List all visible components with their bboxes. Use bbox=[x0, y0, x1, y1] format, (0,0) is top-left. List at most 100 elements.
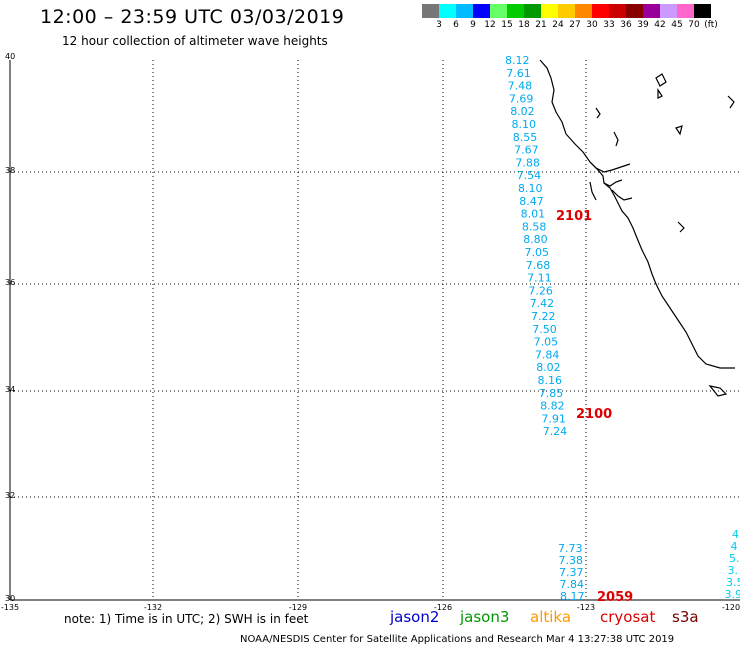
wave-height-label: 8.80 bbox=[523, 233, 548, 246]
coastline bbox=[539, 59, 735, 397]
color-swatch bbox=[609, 4, 626, 18]
color-swatch bbox=[660, 4, 677, 18]
lat-label: 32 bbox=[5, 491, 16, 500]
wave-height-label: 8.55 bbox=[513, 131, 538, 144]
color-scale-label: 39 bbox=[637, 20, 649, 30]
legend-altika: altika bbox=[530, 608, 572, 626]
color-swatch bbox=[507, 4, 524, 18]
map-frame bbox=[9, 60, 740, 601]
color-scale-label: (ft) bbox=[704, 20, 718, 30]
legend-jason3: jason3 bbox=[460, 608, 510, 626]
color-scale-label: 45 bbox=[671, 20, 683, 30]
color-scale-label: 6 bbox=[453, 20, 459, 30]
color-scale-label: 33 bbox=[603, 20, 615, 30]
lon-label: -120 bbox=[721, 603, 740, 612]
wave-height-label: 7.24 bbox=[543, 425, 568, 438]
wave-height-label: 7.84 bbox=[535, 348, 560, 361]
wave-height-label: 7.69 bbox=[509, 92, 534, 105]
wave-height-label: 8.82 bbox=[540, 400, 565, 413]
color-swatch bbox=[694, 4, 711, 18]
wave-height-label: 7.48 bbox=[508, 80, 532, 93]
wave-height-label: 8.02 bbox=[510, 105, 535, 118]
color-scale-label: 42 bbox=[654, 20, 666, 30]
color-swatch bbox=[626, 4, 643, 18]
color-scale-label: 24 bbox=[552, 20, 564, 30]
color-scale-label: 21 bbox=[535, 20, 547, 30]
wave-height-label: 3. bbox=[728, 564, 739, 577]
wave-height-label: 8.58 bbox=[522, 220, 547, 233]
satellite-track-2: 7.737.387.377.848.17 bbox=[558, 542, 585, 603]
wave-height-label: 8.01 bbox=[521, 208, 546, 221]
lon-label: -129 bbox=[288, 603, 308, 612]
wave-height-label: 4 bbox=[732, 528, 739, 541]
wave-height-label: 7.91 bbox=[541, 412, 566, 425]
color-swatch bbox=[422, 4, 439, 18]
color-swatch bbox=[643, 4, 660, 18]
color-swatch bbox=[439, 4, 456, 18]
wave-height-label: 7.61 bbox=[506, 67, 531, 80]
color-swatch bbox=[575, 4, 592, 18]
chart-subtitle: 12 hour collection of altimeter wave hei… bbox=[62, 34, 328, 48]
lat-label: 34 bbox=[5, 385, 16, 394]
satellite-track-1: 8.127.617.487.698.02 8.10 8.557.677.887.54… bbox=[505, 54, 567, 438]
wave-height-label: 4 bbox=[731, 540, 738, 553]
color-scale-label: 18 bbox=[518, 20, 530, 30]
wave-height-label: 7.37 bbox=[559, 566, 584, 579]
color-swatch bbox=[473, 4, 490, 18]
wave-height-label: 7.38 bbox=[559, 554, 584, 567]
lon-label: -132 bbox=[143, 603, 163, 612]
wave-height-label: 3.5 bbox=[726, 576, 740, 589]
lat-label: 30 bbox=[5, 594, 16, 603]
lat-label: 36 bbox=[5, 278, 16, 287]
lon-label: -126 bbox=[433, 603, 453, 612]
color-scale-label: 27 bbox=[569, 20, 581, 30]
color-swatch bbox=[490, 4, 507, 18]
wave-height-label: 7.84 bbox=[560, 578, 585, 591]
color-scale-label: 36 bbox=[620, 20, 632, 30]
color-swatch bbox=[677, 4, 694, 18]
lon-label: -135 bbox=[0, 603, 20, 612]
color-scale-label: 30 bbox=[586, 20, 598, 30]
color-scale bbox=[422, 4, 711, 18]
wave-height-label: 7.73 bbox=[558, 542, 583, 555]
lat-label: 38 bbox=[5, 166, 16, 175]
wave-height-label: 7.67 bbox=[514, 144, 539, 157]
legend-jason2: jason2 bbox=[390, 608, 440, 626]
wave-height-label: 7.22 bbox=[531, 310, 556, 323]
wave-height-label: 7.05 bbox=[525, 246, 550, 259]
wave-height-label: 8.12 bbox=[505, 54, 530, 67]
color-swatch bbox=[541, 4, 558, 18]
legend-cryosat: cryosat bbox=[600, 608, 656, 626]
time-labels: 2101 2100 2059 bbox=[556, 209, 633, 605]
satellite-track-3: 445.3.3.53.9 bbox=[725, 528, 740, 601]
wave-height-label: 8.17 bbox=[560, 590, 585, 603]
wave-height-label: 7.85 bbox=[539, 387, 564, 400]
note-text: note: 1) Time is in UTC; 2) SWH is in fe… bbox=[64, 612, 309, 626]
color-scale-label: 15 bbox=[501, 20, 513, 30]
legend-s3a: s3a bbox=[672, 608, 699, 626]
color-swatch bbox=[524, 4, 541, 18]
time-label: 2100 bbox=[576, 407, 612, 422]
wave-height-label: 7.05 bbox=[534, 336, 559, 349]
color-swatch bbox=[456, 4, 473, 18]
color-scale-label: 12 bbox=[484, 20, 496, 30]
wave-height-label: 7.26 bbox=[528, 284, 553, 297]
wave-height-label: 7.54 bbox=[517, 169, 542, 182]
time-label: 2101 bbox=[556, 209, 592, 224]
grid-lines bbox=[10, 60, 740, 600]
wave-height-label: 8.10 bbox=[518, 182, 543, 195]
footer-credit: NOAA/NESDIS Center for Satellite Applica… bbox=[240, 634, 675, 645]
wave-height-label: 3.9 bbox=[725, 588, 740, 601]
wave-height-label: 5. bbox=[729, 552, 740, 565]
color-scale-label: 70 bbox=[688, 20, 700, 30]
wave-height-label: 7.88 bbox=[515, 156, 540, 169]
wave-height-label: 7.11 bbox=[527, 272, 552, 285]
lon-label: -123 bbox=[576, 603, 596, 612]
wave-height-label: 7.50 bbox=[532, 323, 557, 336]
wave-height-label: 8.16 bbox=[538, 374, 563, 387]
chart-title: 12:00 – 23:59 UTC 03/03/2019 bbox=[40, 6, 345, 28]
color-scale-label: 9 bbox=[470, 20, 476, 30]
lat-label: 40 bbox=[5, 52, 16, 61]
color-scale-label: 3 bbox=[436, 20, 442, 30]
